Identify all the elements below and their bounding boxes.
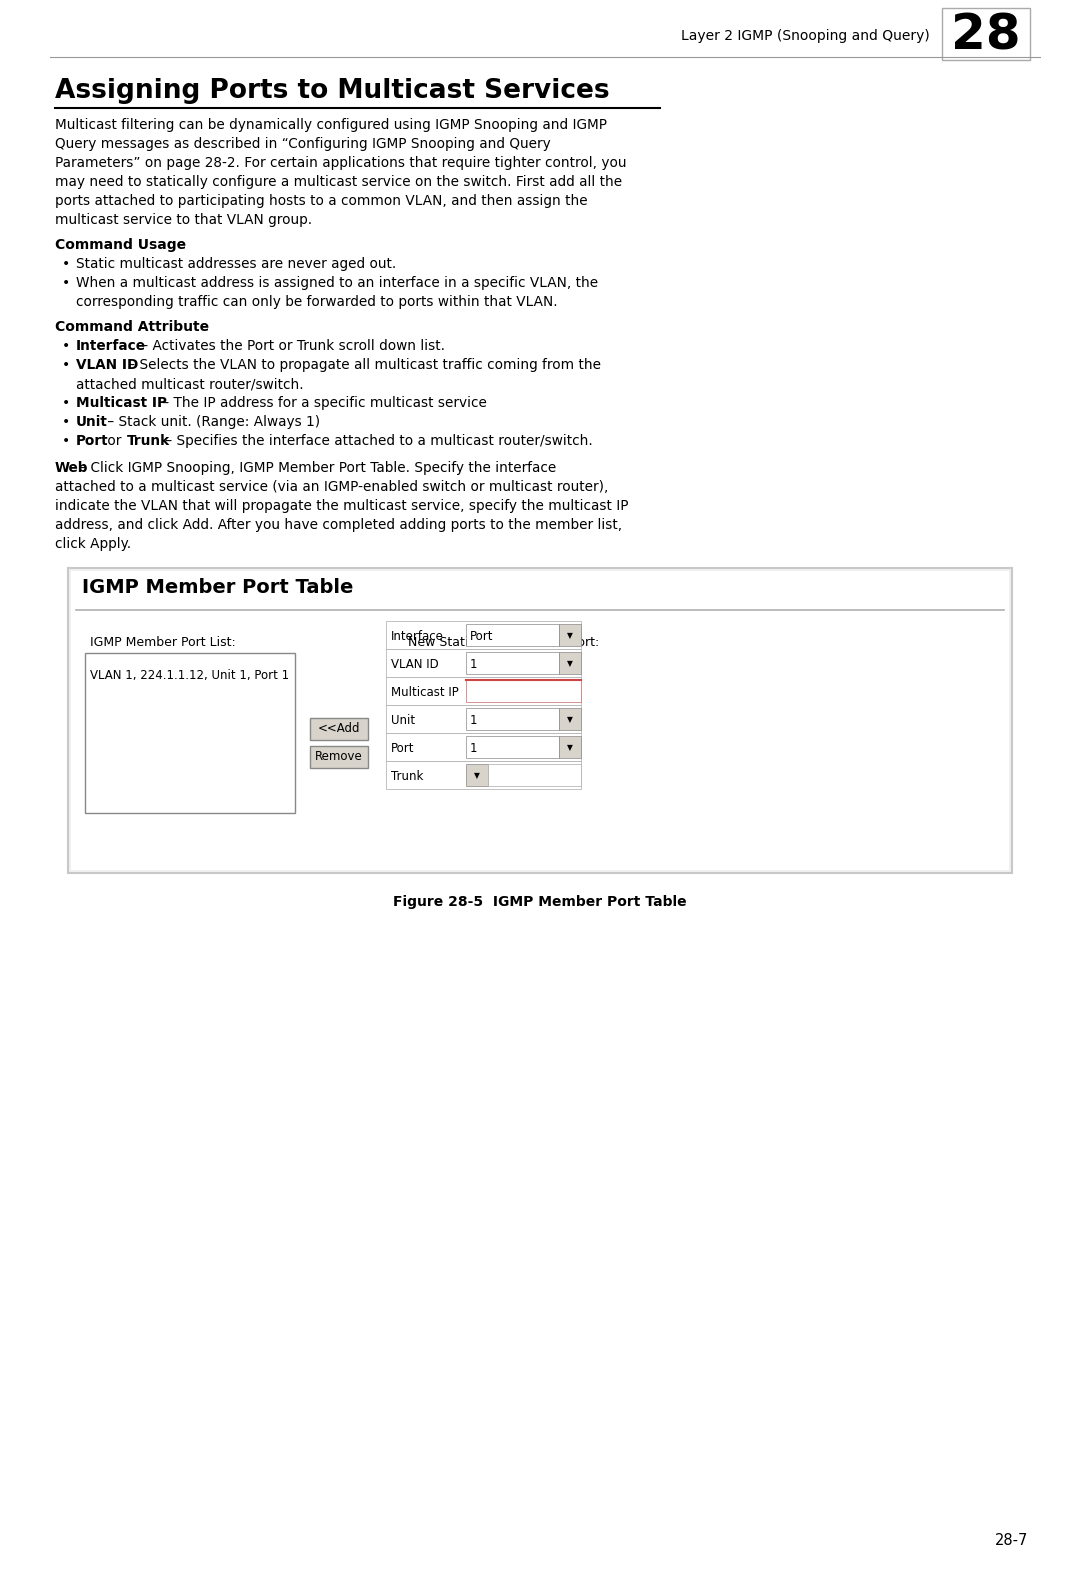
Text: Port: Port	[470, 630, 494, 642]
Bar	[465, 652, 559, 674]
Text: Command Usage: Command Usage	[55, 239, 186, 253]
Text: corresponding traffic can only be forwarded to ports within that VLAN.: corresponding traffic can only be forwar…	[76, 295, 557, 309]
Text: •: •	[62, 339, 70, 353]
Text: indicate the VLAN that will propagate the multicast service, specify the multica: indicate the VLAN that will propagate th…	[55, 499, 629, 513]
Text: VLAN ID: VLAN ID	[76, 358, 138, 372]
Text: VLAN 1, 224.1.1.12, Unit 1, Port 1: VLAN 1, 224.1.1.12, Unit 1, Port 1	[90, 669, 289, 681]
Text: Trunk: Trunk	[391, 769, 423, 782]
Text: attached multicast router/switch.: attached multicast router/switch.	[76, 377, 303, 391]
Text: Query messages as described in “Configuring IGMP Snooping and Query: Query messages as described in “Configur…	[55, 137, 551, 151]
Text: Port: Port	[76, 433, 109, 447]
Text: click Apply.: click Apply.	[55, 537, 131, 551]
Text: Multicast IP: Multicast IP	[76, 396, 167, 410]
Text: Port: Port	[391, 741, 415, 755]
Bar	[386, 705, 581, 733]
Bar	[488, 765, 581, 787]
Text: ▼: ▼	[474, 771, 480, 780]
Bar	[310, 717, 368, 739]
Bar	[465, 736, 559, 758]
Text: 28-7: 28-7	[995, 1532, 1028, 1548]
Bar	[465, 765, 488, 787]
Text: Parameters” on page 28-2. For certain applications that require tighter control,: Parameters” on page 28-2. For certain ap…	[55, 155, 626, 170]
Text: Web: Web	[55, 462, 89, 476]
Bar	[559, 736, 581, 758]
Text: Trunk: Trunk	[126, 433, 170, 447]
Text: Unit: Unit	[76, 414, 108, 429]
Text: Interface: Interface	[76, 339, 146, 353]
Text: IGMP Member Port Table: IGMP Member Port Table	[82, 578, 353, 597]
Text: When a multicast address is assigned to an interface in a specific VLAN, the: When a multicast address is assigned to …	[76, 276, 598, 290]
Text: <<Add: <<Add	[318, 722, 361, 735]
Bar	[386, 648, 581, 677]
Text: multicast service to that VLAN group.: multicast service to that VLAN group.	[55, 214, 312, 228]
Bar	[71, 571, 1009, 870]
Text: Static multicast addresses are never aged out.: Static multicast addresses are never age…	[76, 257, 396, 272]
Bar	[386, 733, 581, 761]
Text: Assigning Ports to Multicast Services: Assigning Ports to Multicast Services	[55, 78, 609, 104]
Bar	[559, 652, 581, 674]
Text: Layer 2 IGMP (Snooping and Query): Layer 2 IGMP (Snooping and Query)	[681, 28, 930, 42]
Text: – Selects the VLAN to propagate all multicast traffic coming from the: – Selects the VLAN to propagate all mult…	[123, 358, 600, 372]
Text: – Activates the Port or Trunk scroll down list.: – Activates the Port or Trunk scroll dow…	[137, 339, 445, 353]
Text: Unit: Unit	[391, 713, 415, 727]
Text: may need to statically configure a multicast service on the switch. First add al: may need to statically configure a multi…	[55, 174, 622, 188]
Text: ▼: ▼	[567, 716, 572, 724]
Text: – Specifies the interface attached to a multicast router/switch.: – Specifies the interface attached to a …	[161, 433, 592, 447]
Bar	[68, 568, 1012, 873]
Text: ▼: ▼	[567, 744, 572, 752]
Bar	[559, 623, 581, 645]
Text: •: •	[62, 433, 70, 447]
Text: Multicast filtering can be dynamically configured using IGMP Snooping and IGMP: Multicast filtering can be dynamically c…	[55, 118, 607, 132]
Bar	[465, 680, 581, 702]
Text: Multicast IP: Multicast IP	[391, 686, 459, 699]
Text: 1: 1	[470, 741, 477, 755]
Text: 1: 1	[470, 658, 477, 670]
Text: New Static IGMP Member Port:: New Static IGMP Member Port:	[408, 636, 599, 648]
Text: •: •	[62, 257, 70, 272]
Text: •: •	[62, 414, 70, 429]
Bar	[386, 677, 581, 705]
Text: 28: 28	[951, 13, 1021, 60]
Bar	[386, 761, 581, 790]
Bar	[559, 708, 581, 730]
Text: attached to a multicast service (via an IGMP-enabled switch or multicast router): attached to a multicast service (via an …	[55, 480, 608, 495]
Text: ▼: ▼	[567, 631, 572, 641]
Text: •: •	[62, 276, 70, 290]
Text: ports attached to participating hosts to a common VLAN, and then assign the: ports attached to participating hosts to…	[55, 195, 588, 207]
Bar	[465, 623, 559, 645]
Bar	[310, 746, 368, 768]
Text: •: •	[62, 396, 70, 410]
Text: 1: 1	[470, 713, 477, 727]
Bar	[85, 653, 295, 813]
Text: ▼: ▼	[567, 659, 572, 669]
Text: address, and click Add. After you have completed adding ports to the member list: address, and click Add. After you have c…	[55, 518, 622, 532]
Text: – Click IGMP Snooping, IGMP Member Port Table. Specify the interface: – Click IGMP Snooping, IGMP Member Port …	[76, 462, 556, 476]
Text: – The IP address for a specific multicast service: – The IP address for a specific multicas…	[158, 396, 486, 410]
Text: •: •	[62, 358, 70, 372]
Text: Remove: Remove	[315, 750, 363, 763]
Bar	[386, 622, 581, 648]
Bar	[942, 8, 1030, 60]
Text: Interface: Interface	[391, 630, 444, 642]
Text: or: or	[104, 433, 126, 447]
Text: Command Attribute: Command Attribute	[55, 320, 210, 334]
Text: IGMP Member Port List:: IGMP Member Port List:	[90, 636, 235, 648]
Bar	[465, 708, 559, 730]
Text: VLAN ID: VLAN ID	[391, 658, 438, 670]
Text: Figure 28-5  IGMP Member Port Table: Figure 28-5 IGMP Member Port Table	[393, 895, 687, 909]
Text: – Stack unit. (Range: Always 1): – Stack unit. (Range: Always 1)	[104, 414, 321, 429]
